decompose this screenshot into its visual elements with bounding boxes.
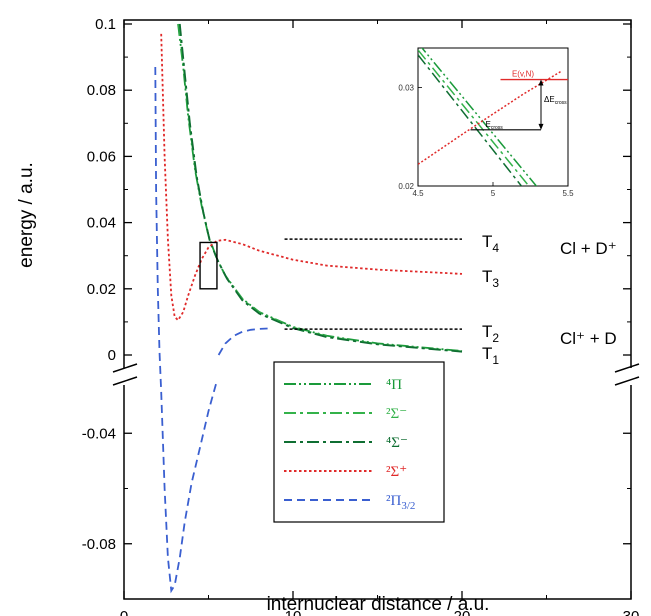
y-tick-label: 0.06 (87, 148, 116, 165)
y-tick-label: 0.08 (87, 82, 116, 99)
inset-plot: 4.555.50.020.03E(v,N)EcrossΔEcross (398, 43, 574, 198)
channel-label: Cl + D⁺ (560, 239, 617, 258)
x-tick-label: 30 (623, 608, 640, 616)
y-tick-label: 0.04 (87, 215, 116, 232)
series-line-3-lower (161, 34, 462, 320)
asymptote-label-T2: T2 (482, 322, 499, 345)
legend: ⁴Π²Σ⁻⁴Σ⁻²Σ⁺²Π3/2 (274, 362, 444, 522)
inset-y-tick-label: 0.03 (398, 83, 414, 92)
channel-label: Cl⁺ + D (560, 329, 617, 348)
y-tick-label-lower: -0.04 (82, 425, 116, 442)
y-tick-label: 0.1 (95, 16, 116, 33)
series-line-3 (161, 34, 462, 320)
legend-label-1: ²Σ⁻ (386, 406, 407, 422)
inset-level-label: E(v,N) (512, 70, 534, 79)
y-tick-label: 0.02 (87, 281, 116, 298)
y-tick-label: 0 (108, 347, 116, 364)
inset-x-tick-label: 5.5 (562, 189, 574, 198)
legend-label-2: ⁴Σ⁻ (386, 435, 408, 451)
series-line-5 (219, 329, 268, 356)
legend-label-3: ²Σ⁺ (386, 464, 407, 480)
inset-x-tick-label: 4.5 (412, 189, 424, 198)
zoom-box-layer (200, 242, 217, 288)
x-tick-label: 0 (120, 608, 128, 616)
inset-y-tick-label: 0.02 (398, 182, 414, 191)
asymptote-label-T3: T3 (482, 267, 499, 290)
y-axis-title: energy / a.u. (16, 162, 37, 268)
inset-frame (418, 48, 568, 186)
asymptote-label-T4: T4 (482, 232, 499, 255)
y-tick-label-lower: -0.08 (82, 536, 116, 553)
inset-x-tick-label: 5 (491, 189, 496, 198)
asymptote-layer: T4 Cl + D⁺ T3 T2 Cl⁺ + D T1 (285, 232, 617, 367)
x-axis-title: internuclear distance / a.u. (267, 594, 490, 615)
asymptote-label-T1: T1 (482, 344, 499, 367)
legend-label-0: ⁴Π (386, 377, 402, 393)
zoom-box (200, 242, 217, 288)
